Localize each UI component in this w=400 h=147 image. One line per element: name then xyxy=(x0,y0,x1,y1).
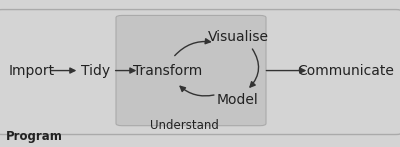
Text: Transform: Transform xyxy=(133,64,203,78)
Text: Import: Import xyxy=(9,64,55,78)
Text: Understand: Understand xyxy=(150,119,218,132)
Text: Tidy: Tidy xyxy=(82,64,110,78)
Text: Program: Program xyxy=(6,130,63,143)
Text: Visualise: Visualise xyxy=(208,30,268,44)
FancyBboxPatch shape xyxy=(0,10,400,135)
FancyBboxPatch shape xyxy=(116,15,266,126)
Text: Communicate: Communicate xyxy=(298,64,394,78)
Text: Model: Model xyxy=(217,93,259,107)
